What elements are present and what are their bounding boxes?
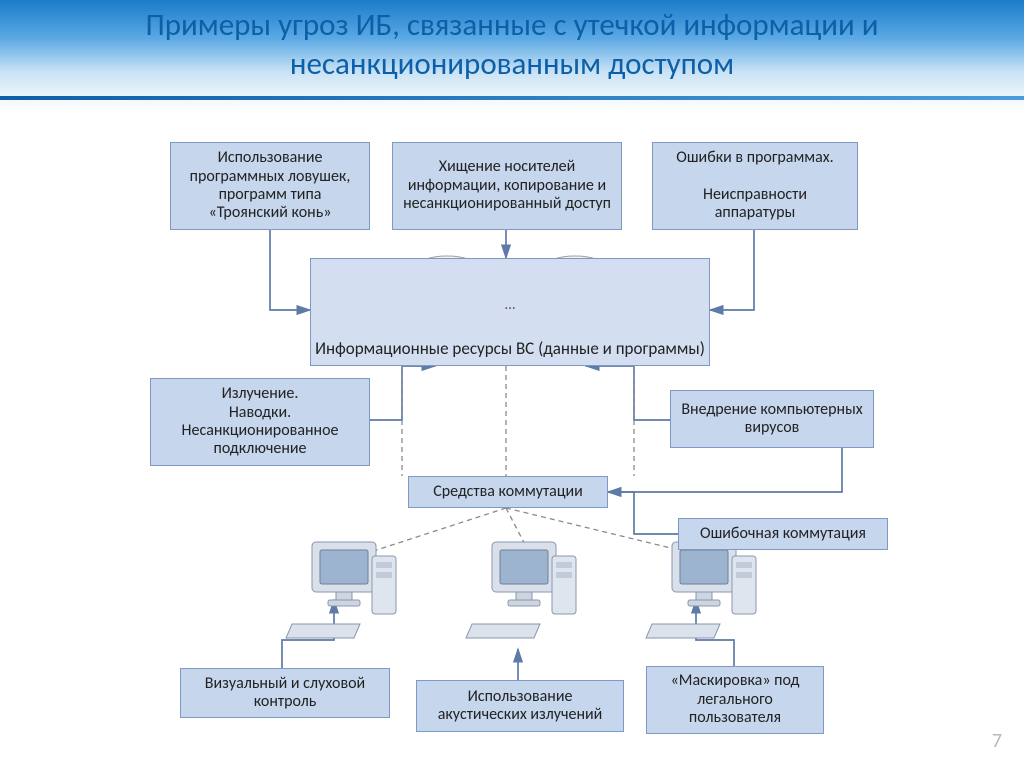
node-trojan: Использование программных ловушек, прогр… [170, 142, 370, 230]
node-acoustic: Использование акустических излучений [416, 680, 624, 732]
node-central-resources: Информационные ресурсы ВС (данные и прог… [310, 258, 710, 366]
header-accent [0, 96, 1024, 100]
node-visual-audio: Визуальный и слуховой контроль [180, 668, 390, 718]
node-viruses: Внедрение компьютерных вирусов [670, 390, 874, 448]
ellipsis: ... [311, 297, 709, 314]
node-bad-switch: Ошибочная коммутация [678, 518, 888, 550]
node-switching: Средства коммутации [408, 476, 608, 508]
node-errors: Ошибки в программах. Неисправности аппар… [652, 142, 858, 230]
page-number: 7 [992, 729, 1002, 753]
node-theft: Хищение носителей информации, копировани… [392, 142, 622, 230]
node-masquerade: «Маскировка» под легального пользователя [646, 666, 824, 734]
node-emission: Излучение. Наводки. Несанкционированное … [150, 378, 370, 466]
slide-title: Примеры угроз ИБ, связанные с утечкой ин… [0, 6, 1024, 84]
diagram-stage: Использование программных ловушек, прогр… [0, 110, 1024, 750]
central-label: Информационные ресурсы ВС (данные и прог… [311, 339, 709, 359]
